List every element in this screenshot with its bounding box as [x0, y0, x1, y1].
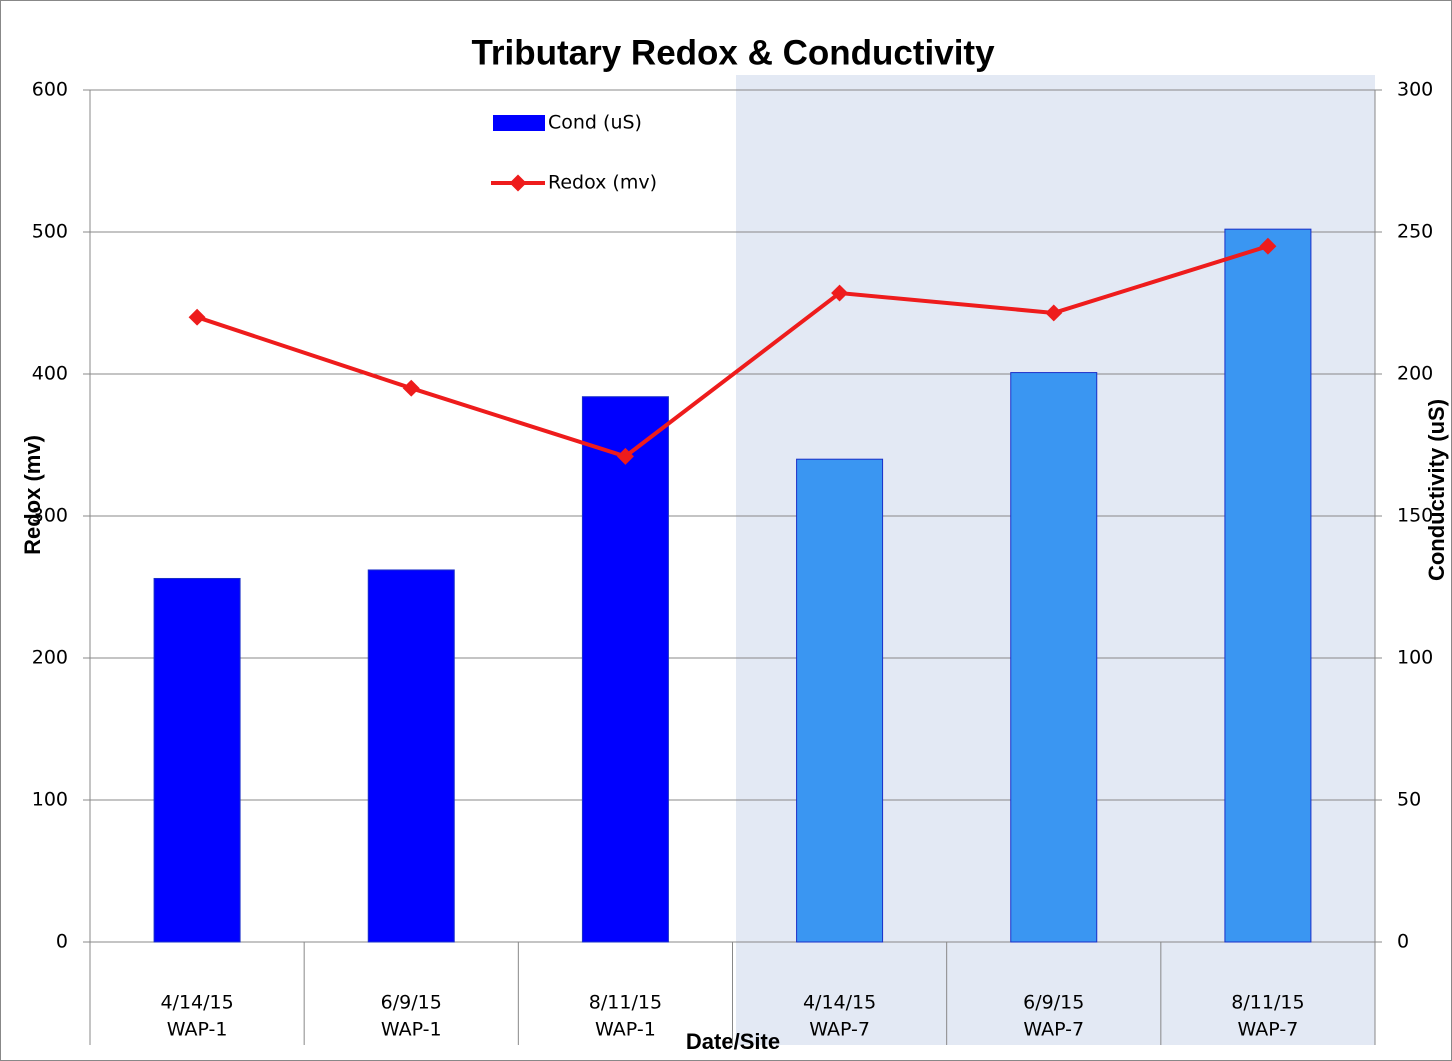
legend-marker: [509, 174, 527, 192]
y2-tick-label: 200: [1397, 363, 1433, 385]
bar: [796, 458, 884, 943]
point: [188, 308, 206, 326]
y-axis-title: Redox (mv): [20, 435, 45, 555]
x-tick-label: 6/9/15: [381, 992, 442, 1014]
x-tick-label: 4/14/15: [160, 992, 233, 1014]
y2-tick-label: 0: [1397, 931, 1409, 953]
y-tick-label: 100: [32, 789, 68, 811]
line: [196, 244, 1269, 459]
x-group-label: WAP-7: [809, 1019, 870, 1041]
y-tick-label: 400: [32, 363, 68, 385]
y-tick-label: 0: [56, 931, 68, 953]
bar: [1224, 228, 1312, 943]
x-group-label: WAP-1: [167, 1019, 228, 1041]
y2-axis-title: Conductivity (uS): [1424, 399, 1449, 581]
x-group-label: WAP-1: [381, 1019, 442, 1041]
x-group-label: WAP-1: [595, 1019, 656, 1041]
legend-label: Cond (uS): [548, 112, 642, 134]
point: [616, 447, 634, 465]
y2-tick-label: 50: [1397, 789, 1421, 811]
y-tick-label: 500: [32, 221, 68, 243]
x-tick-label: 8/11/15: [589, 992, 662, 1014]
bar: [581, 396, 669, 943]
bar: [1010, 372, 1098, 943]
y2-tick-label: 100: [1397, 647, 1433, 669]
bar: [153, 577, 241, 943]
legend-swatch: [493, 115, 545, 131]
bar: [367, 569, 455, 943]
x-tick-label: 4/14/15: [803, 992, 876, 1014]
point: [402, 379, 420, 397]
point: [831, 284, 849, 302]
y-tick-label: 600: [32, 79, 68, 101]
y2-tick-label: 300: [1397, 79, 1433, 101]
x-tick-label: 8/11/15: [1231, 992, 1304, 1014]
y2-tick-label: 150: [1397, 505, 1433, 527]
chart-title: Tributary Redox & Conductivity: [471, 33, 995, 72]
x-group-label: WAP-7: [1023, 1019, 1084, 1041]
legend-label: Redox (mv): [548, 172, 657, 194]
x-tick-label: 6/9/15: [1023, 992, 1084, 1014]
y2-tick-label: 250: [1397, 221, 1433, 243]
y-tick-label: 200: [32, 647, 68, 669]
y-tick-label: 300: [32, 505, 68, 527]
x-group-label: WAP-7: [1238, 1019, 1299, 1041]
